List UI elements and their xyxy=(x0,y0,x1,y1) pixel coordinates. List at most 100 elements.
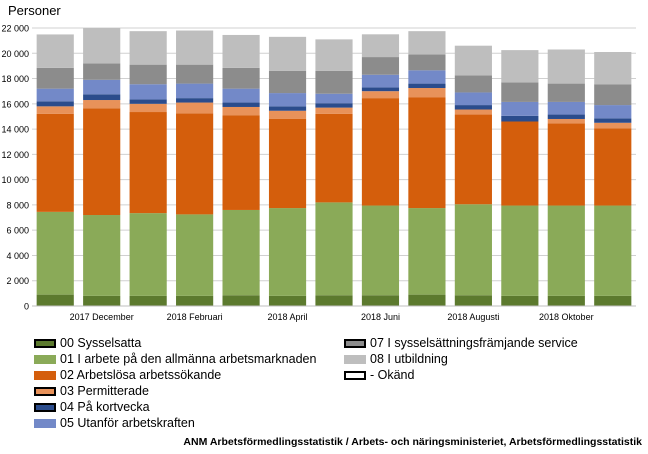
bar-segment xyxy=(315,202,353,296)
bar-segment xyxy=(83,108,121,216)
bar-segment xyxy=(454,45,492,76)
bar-segment xyxy=(36,33,74,35)
bar-segment xyxy=(268,93,307,107)
x-tick-label: 2017 December xyxy=(70,312,134,322)
bar-segment xyxy=(36,34,74,68)
legend-label-05: 05 Utanför arbetskraften xyxy=(60,416,195,430)
bar-segment xyxy=(222,102,260,107)
bar-segment xyxy=(36,106,74,114)
bar-segment xyxy=(501,121,539,206)
bar-segment xyxy=(547,101,585,115)
legend-item-unknown: - Okänd xyxy=(344,368,414,382)
bar-segment xyxy=(83,63,121,80)
bar-segment xyxy=(454,295,492,306)
bar-segment xyxy=(408,31,446,55)
y-tick-label: 8 000 xyxy=(6,200,29,210)
bar-segment xyxy=(222,106,260,116)
bar-segment xyxy=(129,64,167,85)
legend-item-00: 00 Sysselsatta xyxy=(34,336,141,350)
legend-swatch-07 xyxy=(344,338,366,348)
bar-segment xyxy=(501,50,539,83)
bar-segment xyxy=(454,105,492,110)
bar-segment xyxy=(547,205,585,296)
legend-swatch-01 xyxy=(34,354,56,364)
bar-segment xyxy=(315,39,353,71)
bar-segment xyxy=(501,82,539,102)
bar-segment xyxy=(176,83,214,99)
bar-segment xyxy=(268,106,307,111)
legend-item-02: 02 Arbetslösa arbetssökande xyxy=(34,368,221,382)
y-tick-label: 14 000 xyxy=(1,125,29,135)
bar-segment xyxy=(315,113,353,203)
bar-segment xyxy=(408,208,446,295)
bar-segment xyxy=(83,28,121,64)
bar-segment xyxy=(547,295,585,306)
bar-segment xyxy=(594,122,632,129)
bar-segment xyxy=(547,83,585,102)
bar-segment xyxy=(408,70,446,84)
legend: 00 Sysselsatta 01 I arbete på den allmän… xyxy=(34,336,634,436)
legend-label-01: 01 I arbete på den allmänna arbetsmarkna… xyxy=(60,352,317,366)
legend-swatch-00 xyxy=(34,338,56,348)
bar-segment xyxy=(129,295,167,306)
y-tick-label: 4 000 xyxy=(6,251,29,261)
bar-segment xyxy=(501,205,539,296)
legend-item-07: 07 I sysselsättningsfrämjande service xyxy=(344,336,578,350)
y-tick-label: 18 000 xyxy=(1,74,29,84)
bar-segment xyxy=(176,30,214,65)
legend-label-08: 08 I utbildning xyxy=(370,352,448,366)
bar-segment xyxy=(501,295,539,306)
bar-segment xyxy=(315,70,353,94)
y-tick-label: 10 000 xyxy=(1,175,29,185)
legend-swatch-unknown xyxy=(344,370,366,380)
bar-segment xyxy=(176,98,214,103)
legend-item-05: 05 Utanför arbetskraften xyxy=(34,416,195,430)
bar-segment xyxy=(268,208,307,296)
legend-item-04: 04 På kortvecka xyxy=(34,400,150,414)
bar-segment xyxy=(36,211,74,295)
bar-segment xyxy=(594,128,632,206)
bar-segment xyxy=(547,114,585,119)
bar-segment xyxy=(36,67,74,89)
bar-segment xyxy=(408,97,446,209)
bar-segment xyxy=(594,52,632,85)
bar-segment xyxy=(361,205,400,296)
bar-segment xyxy=(594,105,632,119)
bar-segment xyxy=(222,34,260,68)
bar-segment xyxy=(361,295,400,306)
bar-segment xyxy=(129,99,167,104)
bar-segment xyxy=(315,295,353,306)
bar-segment xyxy=(594,84,632,106)
bar-segment xyxy=(268,118,307,209)
y-tick-label: 6 000 xyxy=(6,226,29,236)
bar-segment xyxy=(222,67,260,89)
bar-segment xyxy=(361,34,400,58)
bar-segment xyxy=(408,294,446,306)
bar-segment xyxy=(268,295,307,306)
bar-segment xyxy=(408,54,446,71)
bar-segment xyxy=(222,209,260,296)
bar-segment xyxy=(129,31,167,65)
bar-segment xyxy=(129,112,167,214)
x-tick-label: 2018 Juni xyxy=(361,312,400,322)
bar-segment xyxy=(454,92,492,106)
legend-label-03: 03 Permitterade xyxy=(60,384,149,398)
y-tick-label: 16 000 xyxy=(1,99,29,109)
bar-segment xyxy=(547,118,585,124)
bar-segment xyxy=(83,295,121,306)
bar-segment xyxy=(594,295,632,306)
bar-segment xyxy=(222,295,260,306)
y-tick-label: 22 000 xyxy=(1,24,29,34)
legend-item-08: 08 I utbildning xyxy=(344,352,448,366)
bar-segment xyxy=(176,214,214,296)
bar-segment xyxy=(222,88,260,103)
stacked-bar-chart: 0 2 000 4 000 6 000 8 000 10 000 12 000 14 000 1… xyxy=(1,24,636,322)
bar-segment xyxy=(129,213,167,296)
legend-label-00: 00 Sysselsatta xyxy=(60,336,142,350)
bar-segment xyxy=(268,110,307,119)
x-tick-label: 2018 Februari xyxy=(167,312,223,322)
legend-item-01: 01 I arbete på den allmänna arbetsmarkna… xyxy=(34,352,316,366)
bar-segment xyxy=(129,84,167,100)
y-tick-label: 12 000 xyxy=(1,150,29,160)
x-tick-label: 2018 Augusti xyxy=(447,312,499,322)
